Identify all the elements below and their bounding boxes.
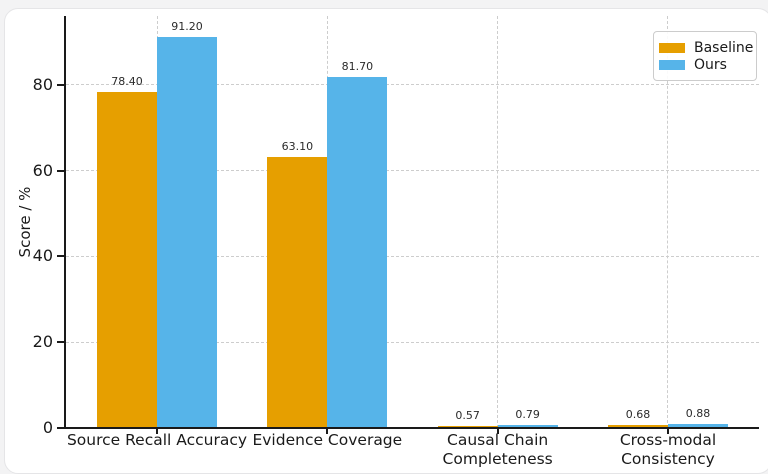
legend-label-ours: Ours <box>694 56 727 73</box>
category-label: Causal Chain Completeness <box>442 431 553 469</box>
y-tick <box>57 427 64 429</box>
y-tick-label: 0 <box>42 418 53 437</box>
y-axis-line <box>64 16 66 428</box>
legend-label-baseline: Baseline <box>694 39 754 56</box>
y-tick-label: 20 <box>32 332 53 352</box>
value-label: 0.88 <box>685 407 711 421</box>
v-gridline <box>497 16 499 428</box>
value-label: 78.40 <box>111 74 143 88</box>
legend: Baseline Ours <box>653 31 757 81</box>
h-gridline <box>66 255 759 257</box>
h-gridline <box>66 341 759 343</box>
category-label: Cross-modal Consistency <box>619 431 717 469</box>
value-label: 0.79 <box>515 407 540 421</box>
bar-ours-3 <box>667 424 728 428</box>
legend-entry-baseline: Baseline <box>659 40 753 56</box>
v-gridline <box>667 16 669 428</box>
h-gridline <box>66 84 759 86</box>
bar-baseline-2 <box>437 425 498 428</box>
value-label: 0.57 <box>455 408 480 422</box>
baseline-swatch-icon <box>659 42 685 53</box>
value-label: 81.70 <box>341 60 374 74</box>
x-axis-line <box>64 427 759 429</box>
x-tick <box>496 429 499 434</box>
category-label: Source Recall Accuracy <box>66 431 248 449</box>
h-gridline <box>66 170 759 171</box>
y-tick <box>57 255 64 258</box>
bar-ours-2 <box>497 424 558 428</box>
x-tick <box>326 429 329 434</box>
y-tick-label: 60 <box>32 160 53 180</box>
chart-card: Score / % 78.40 63.10 0.57 0.68 91.20 81.70 0.… <box>4 8 768 474</box>
y-tick <box>57 169 64 172</box>
y-axis-title: Score / % <box>16 186 34 258</box>
value-label: 0.68 <box>625 408 651 422</box>
legend-entry-ours: Ours <box>659 56 748 73</box>
value-label: 91.20 <box>171 19 203 33</box>
bar-baseline-0 <box>97 91 157 428</box>
x-tick <box>666 429 669 434</box>
category-label: Evidence Coverage <box>252 431 403 449</box>
bar-baseline-3 <box>607 425 668 428</box>
y-tick-label: 40 <box>32 246 53 266</box>
bar-baseline-1 <box>267 157 328 428</box>
bar-ours-0 <box>157 36 217 428</box>
y-tick-label: 80 <box>32 74 53 94</box>
ours-swatch-icon <box>659 59 685 70</box>
bar-ours-1 <box>327 77 388 428</box>
value-label: 63.10 <box>281 140 314 154</box>
y-tick <box>57 83 64 86</box>
x-tick <box>156 429 158 434</box>
y-tick <box>57 341 64 344</box>
